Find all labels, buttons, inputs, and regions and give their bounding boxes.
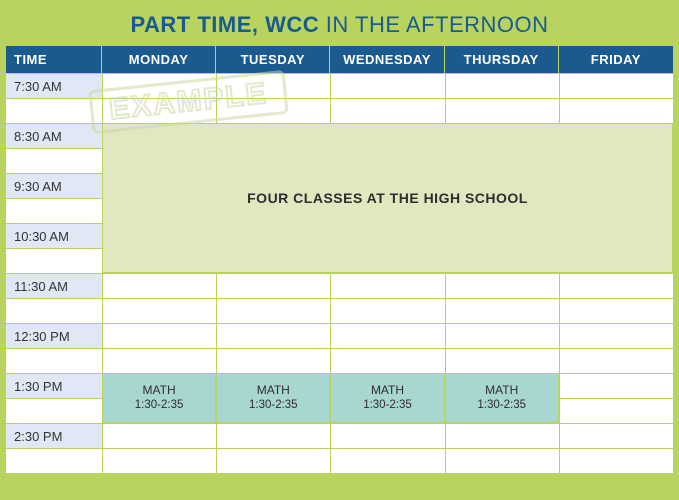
grid-cell xyxy=(216,348,330,373)
header-time: TIME xyxy=(6,46,102,73)
grid-cell xyxy=(216,323,330,348)
header-day-wed: WEDNESDAY xyxy=(330,46,444,73)
header-day-tue: TUESDAY xyxy=(216,46,330,73)
grid-cell xyxy=(445,348,559,373)
grid-cell xyxy=(559,98,673,123)
grid-cell xyxy=(330,98,444,123)
grid-cell xyxy=(102,73,216,98)
class-time: 1:30-2:35 xyxy=(477,398,526,413)
header-row: TIME MONDAY TUESDAY WEDNESDAY THURSDAY F… xyxy=(6,46,673,73)
time-label-half xyxy=(6,98,102,123)
grid-cell xyxy=(102,323,216,348)
grid-cell xyxy=(102,298,216,323)
time-label-half xyxy=(6,348,102,373)
time-label: 12:30 PM xyxy=(6,323,102,348)
grid-cell xyxy=(330,298,444,323)
time-label-half xyxy=(6,248,102,273)
class-name: MATH xyxy=(485,383,518,399)
grid-cell xyxy=(330,423,444,448)
time-label: 10:30 AM xyxy=(6,223,102,248)
title-bold: PART TIME, WCC xyxy=(130,12,319,37)
time-label-half xyxy=(6,398,102,423)
grid-cell xyxy=(216,273,330,298)
grid-cell xyxy=(330,273,444,298)
time-label-half xyxy=(6,448,102,473)
grid-cell xyxy=(445,73,559,98)
class-name: MATH xyxy=(143,383,176,399)
header-day-fri: FRIDAY xyxy=(559,46,673,73)
grid-cell xyxy=(445,448,559,473)
class-time: 1:30-2:35 xyxy=(135,398,184,413)
high-school-block: FOUR CLASSES AT THE HIGH SCHOOL xyxy=(102,123,673,273)
grid-cell xyxy=(445,273,559,298)
grid-cell xyxy=(559,348,673,373)
grid-cell xyxy=(559,73,673,98)
class-name: MATH xyxy=(371,383,404,399)
grid-cell xyxy=(445,98,559,123)
grid-cell xyxy=(330,348,444,373)
grid-cell xyxy=(559,448,673,473)
grid-cell xyxy=(216,448,330,473)
header-day-mon: MONDAY xyxy=(102,46,216,73)
class-block: MATH1:30-2:35 xyxy=(330,373,444,423)
class-time: 1:30-2:35 xyxy=(249,398,298,413)
grid-cell xyxy=(559,398,673,423)
class-time: 1:30-2:35 xyxy=(363,398,412,413)
grid-cell xyxy=(102,273,216,298)
grid-cell xyxy=(445,298,559,323)
grid-cell xyxy=(330,73,444,98)
time-label-half xyxy=(6,198,102,223)
grid-cell xyxy=(102,348,216,373)
grid-cell xyxy=(216,298,330,323)
time-label-half xyxy=(6,298,102,323)
schedule-body: 7:30 AM 8:30 AM 9:30 AM 10:30 AM 11:30 AM 12:… xyxy=(6,73,673,473)
grid-cell xyxy=(559,273,673,298)
time-label: 9:30 AM xyxy=(6,173,102,198)
header-day-thu: THURSDAY xyxy=(445,46,559,73)
class-block: MATH1:30-2:35 xyxy=(216,373,330,423)
grid-cell xyxy=(102,423,216,448)
grid-cell xyxy=(102,448,216,473)
grid-cell xyxy=(559,323,673,348)
grid-cell xyxy=(216,98,330,123)
class-block: MATH1:30-2:35 xyxy=(445,373,559,423)
title-light: IN THE AFTERNOON xyxy=(319,12,548,37)
grid-cell xyxy=(216,73,330,98)
grid-cell xyxy=(559,423,673,448)
time-label: 11:30 AM xyxy=(6,273,102,298)
grid-cell xyxy=(102,98,216,123)
title-bar: PART TIME, WCC IN THE AFTERNOON xyxy=(6,6,673,46)
class-name: MATH xyxy=(257,383,290,399)
time-label: 7:30 AM xyxy=(6,73,102,98)
class-block: MATH1:30-2:35 xyxy=(102,373,216,423)
grid-cell xyxy=(445,323,559,348)
grid-cell xyxy=(559,298,673,323)
grid-cell xyxy=(216,423,330,448)
grid-cell xyxy=(330,323,444,348)
time-label-half xyxy=(6,148,102,173)
content-area: FOUR CLASSES AT THE HIGH SCHOOLMATH1:30-… xyxy=(102,73,673,473)
grid-cell xyxy=(330,448,444,473)
time-label: 2:30 PM xyxy=(6,423,102,448)
time-column: 7:30 AM 8:30 AM 9:30 AM 10:30 AM 11:30 AM 12:… xyxy=(6,73,102,473)
time-label: 8:30 AM xyxy=(6,123,102,148)
time-label: 1:30 PM xyxy=(6,373,102,398)
schedule-frame: PART TIME, WCC IN THE AFTERNOON EXAMPLE … xyxy=(0,0,679,500)
grid-cell xyxy=(445,423,559,448)
grid-cell xyxy=(559,373,673,398)
schedule-grid: TIME MONDAY TUESDAY WEDNESDAY THURSDAY F… xyxy=(6,46,673,473)
